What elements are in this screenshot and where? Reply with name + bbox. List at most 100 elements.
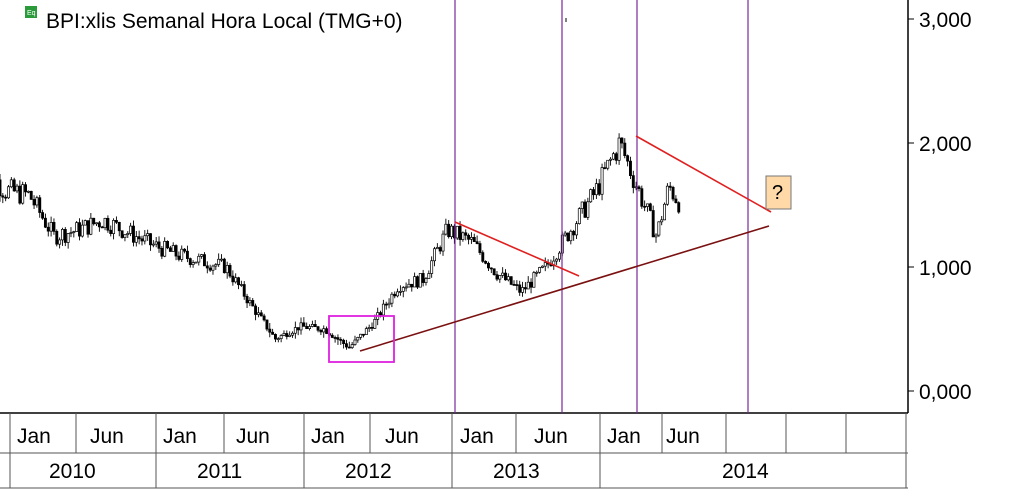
resistance-trendline-2013[interactable] [454, 221, 580, 277]
candle-body [336, 337, 340, 340]
equity-badge-icon [25, 6, 37, 18]
candle-body [481, 252, 485, 262]
candle-body [302, 322, 306, 327]
candle-body [242, 284, 246, 297]
candle-body [49, 222, 53, 232]
candle-body [663, 203, 666, 221]
candle-body [117, 221, 121, 232]
candle-body [177, 255, 181, 260]
candle-body [668, 185, 672, 188]
candle-body [594, 183, 598, 196]
candle-body [112, 220, 116, 234]
candle-body [137, 236, 141, 240]
candle-body [245, 295, 249, 304]
candle-body [506, 276, 510, 281]
candle-body [413, 276, 417, 288]
candle-body [228, 264, 232, 277]
question-box[interactable] [765, 175, 792, 210]
candle-body [555, 258, 559, 262]
candle-body [614, 153, 618, 161]
candle-body [427, 273, 431, 279]
candle-body [373, 319, 377, 329]
candle-body [134, 236, 138, 243]
candle-body [603, 167, 607, 169]
y-tick-2000: 2,000 [919, 133, 972, 156]
candle-body [404, 286, 408, 289]
candle-body [441, 233, 445, 252]
candle-body [589, 189, 593, 203]
candle-body [532, 272, 536, 288]
candle-body [339, 339, 343, 341]
candle-body [154, 241, 158, 245]
candle-body [296, 327, 300, 331]
candle-body [9, 179, 13, 188]
candle-body [342, 339, 346, 345]
candle-body [464, 232, 468, 236]
trendlines [359, 135, 772, 352]
candle-body [654, 234, 658, 238]
candle-body [418, 273, 422, 288]
candle-body [469, 237, 473, 240]
candle-body [149, 233, 152, 246]
candle-body [424, 278, 428, 283]
candle-body [521, 287, 524, 293]
x-tick-year: 2010 [49, 460, 96, 483]
question-annotation[interactable]: ? [765, 175, 792, 210]
candle-body [398, 291, 402, 293]
candle-body [26, 190, 30, 193]
candle-body [55, 231, 59, 245]
candle-body [333, 337, 337, 339]
candle-body [643, 205, 647, 208]
candle-body [364, 328, 368, 335]
candle-body [637, 186, 641, 190]
candle-body [46, 226, 50, 232]
candle-body [677, 202, 681, 213]
support-trendline[interactable] [359, 225, 770, 352]
x-tick-month: Jun [666, 425, 700, 448]
x-tick-year: 2011 [197, 460, 242, 483]
candle-body [592, 189, 595, 196]
candle-body [313, 324, 317, 328]
equity-badge-label: Eq [27, 10, 36, 17]
candle-body [401, 287, 405, 292]
candle-body [387, 302, 391, 306]
candle-body [648, 203, 652, 211]
candle-body [38, 197, 42, 213]
candle-body [185, 250, 189, 259]
candle-body [472, 237, 476, 243]
candle-body [188, 258, 192, 265]
candle-body [583, 201, 587, 218]
candle-body [151, 243, 155, 246]
candle-body [239, 284, 243, 286]
candle-body [208, 267, 212, 271]
candle-body [651, 210, 655, 238]
candle-body [319, 329, 323, 333]
candle-body [231, 275, 235, 283]
candle-body [282, 333, 286, 336]
candlestick-series [0, 133, 681, 350]
candle-body [41, 212, 45, 219]
candle-body [322, 328, 326, 333]
candle-body [566, 232, 570, 242]
candle-body [0, 179, 2, 197]
candle-body [120, 230, 124, 238]
candle-body [299, 322, 303, 331]
candle-body [259, 312, 263, 317]
candle-body [291, 332, 294, 336]
resistance-trendline-2014[interactable] [635, 135, 772, 213]
candle-body [501, 272, 505, 276]
candle-body [114, 220, 118, 223]
highlight-box[interactable] [328, 315, 395, 363]
candle-body [526, 281, 530, 290]
candle-body [450, 225, 453, 238]
candle-body [316, 326, 320, 331]
candle-body [100, 226, 104, 229]
candle-body [606, 159, 610, 169]
candle-body [66, 233, 70, 243]
candle-body [509, 276, 513, 285]
candle-body [129, 225, 133, 234]
candle-body [535, 271, 539, 274]
candle-body [174, 245, 178, 257]
candle-body [4, 196, 8, 199]
